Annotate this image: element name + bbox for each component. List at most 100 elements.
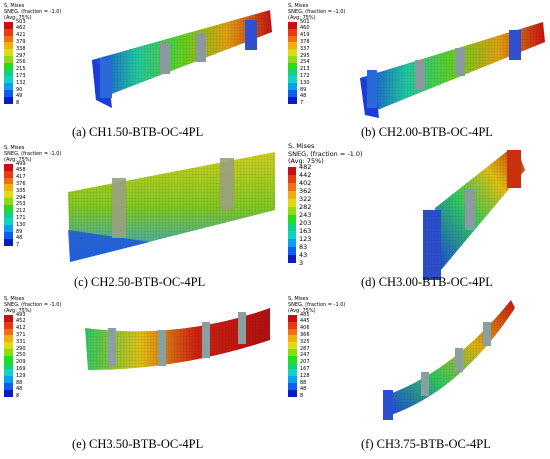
- panel-d: S, Mises SNEG, (fraction = -1.0) (Avg: 7…: [275, 142, 550, 300]
- legend-color-band: [288, 198, 296, 207]
- caption-b: (b) CH2.00-BTB-OC-4PL: [361, 125, 493, 139]
- legend-tick-label: 129: [16, 372, 26, 379]
- legend-color-band: [4, 198, 13, 205]
- legend-color-band: [288, 376, 297, 383]
- beam-model-a: [92, 10, 272, 108]
- legend-tick-label: 445: [300, 318, 310, 325]
- legend-color-band: [4, 191, 13, 198]
- stress-legend-e: S, Mises SNEG, (fraction = -1.0) (Avg: 7…: [4, 296, 61, 401]
- legend-tick-label: 130: [16, 221, 26, 228]
- legend-color-band: [288, 49, 297, 56]
- legend-tick-label: 378: [300, 38, 310, 45]
- legend-color-band: [288, 349, 297, 356]
- legend-tick-label: 335: [16, 187, 26, 194]
- legend-color-band: [4, 355, 13, 363]
- legend-tick-label: 338: [16, 45, 26, 52]
- legend-color-band: [288, 35, 297, 43]
- legend-tick-label: 48: [16, 235, 23, 242]
- legend-averaging: (Avg: 75%): [288, 157, 324, 165]
- legend-averaging: (Avg: 75%): [288, 15, 316, 21]
- legend-scale: 501 460 419 378 337 295 254 213 172 130 89 48 7: [288, 18, 328, 108]
- legend-color-band: [288, 321, 297, 329]
- legend-tick-label: 282: [299, 202, 312, 211]
- legend-tick-label: 462: [16, 25, 26, 32]
- caption-e: (e) CH3.50-BTB-OC-4PL: [72, 437, 204, 451]
- legend-color-band: [4, 164, 13, 171]
- legend-tick-label: 7: [16, 242, 20, 249]
- legend-tick-label: 88: [300, 379, 307, 386]
- beam-model-c: [68, 152, 275, 262]
- legend-tick-label: 366: [300, 331, 310, 338]
- stress-legend-a: S, Mises SNEG, (fraction = -1.0) (Avg: 7…: [4, 3, 61, 108]
- legend-color-band: [4, 204, 13, 212]
- legend-tick-label: 173: [16, 72, 26, 79]
- legend-color-band: [288, 42, 297, 50]
- legend-color-band: [4, 238, 13, 246]
- caption-f: (f) CH3.75-BTB-OC-4PL: [361, 437, 491, 451]
- legend-color-band: [288, 166, 296, 175]
- legend-color-band: [4, 315, 13, 322]
- legend-subtitle: SNEG, (fraction = -1.0): [4, 151, 62, 157]
- legend-color-band: [288, 182, 296, 191]
- beam-model-e: [85, 308, 270, 370]
- legend-tick-label: 163: [299, 226, 312, 235]
- legend-title: S, Mises: [288, 296, 309, 302]
- legend-tick-label: 379: [16, 38, 26, 45]
- legend-subtitle: SNEG, (fraction = -1.0): [288, 149, 363, 158]
- legend-color-band: [288, 246, 296, 255]
- legend-tick-label: 331: [16, 338, 26, 345]
- legend-tick-label: 337: [300, 45, 310, 52]
- legend-color-band: [4, 49, 13, 56]
- legend-color-band: [4, 28, 13, 36]
- legend-color-band: [4, 170, 13, 178]
- legend-color-band: [4, 96, 13, 104]
- panel-c: S, Mises SNEG, (fraction = -1.0) (Avg: 7…: [0, 145, 275, 300]
- legend-color-band: [288, 342, 297, 349]
- legend-averaging: (Avg: 75%): [288, 308, 316, 314]
- legend-color-band: [288, 362, 297, 370]
- legend-tick-label: 247: [300, 352, 310, 359]
- legend-tick-label: 290: [16, 345, 26, 352]
- legend-color-band: [288, 222, 296, 231]
- legend-tick-label: 297: [16, 52, 26, 59]
- legend-title: S, Mises: [4, 296, 25, 302]
- legend-color-band: [4, 321, 13, 329]
- caption-c: (c) CH2.50-BTB-OC-4PL: [74, 275, 206, 289]
- legend-tick-label: 90: [16, 86, 23, 93]
- legend-color-band: [288, 355, 297, 363]
- caption-a: (a) CH1.50-BTB-OC-4PL: [72, 125, 204, 139]
- legend-averaging: (Avg: 75%): [4, 15, 32, 21]
- legend-color-band: [4, 62, 13, 70]
- legend-tick-label: 442: [299, 170, 312, 179]
- legend-tick-label: 89: [300, 86, 307, 93]
- beam-model-b: [360, 22, 545, 118]
- legend-tick-label: 171: [16, 214, 26, 221]
- legend-tick-label: 493: [16, 311, 26, 318]
- legend-tick-label: 402: [299, 178, 312, 187]
- legend-tick-label: 48: [300, 386, 307, 393]
- legend-color-band: [288, 174, 296, 183]
- legend-tick-label: 128: [300, 372, 310, 379]
- legend-tick-label: 287: [300, 345, 310, 352]
- legend-tick-label: 325: [300, 338, 310, 345]
- legend-tick-label: 88: [16, 379, 23, 386]
- legend-tick-label: 294: [16, 194, 26, 201]
- legend-tick-label: 243: [299, 210, 312, 219]
- legend-tick-label: 8: [300, 393, 304, 400]
- stress-legend-d: S, Mises SNEG, (fraction = -1.0) (Avg: 7…: [288, 142, 363, 267]
- legend-tick-label: 501: [300, 18, 310, 25]
- legend-tick-label: 452: [16, 318, 26, 325]
- legend-tick-label: 460: [300, 25, 310, 32]
- legend-title: S, Mises: [288, 142, 315, 150]
- legend-color-band: [4, 177, 13, 185]
- legend-color-band: [4, 56, 13, 63]
- legend-tick-label: 256: [16, 59, 26, 66]
- legend-subtitle: SNEG, (fraction = -1.0): [4, 9, 62, 15]
- legend-color-band: [4, 383, 13, 390]
- beam-model-f: [383, 300, 515, 420]
- legend-tick-label: 406: [300, 325, 310, 332]
- legend-color-band: [4, 76, 13, 84]
- legend-tick-label: 203: [299, 218, 312, 227]
- legend-tick-label: 485: [300, 311, 310, 318]
- legend-tick-label: 376: [16, 180, 26, 187]
